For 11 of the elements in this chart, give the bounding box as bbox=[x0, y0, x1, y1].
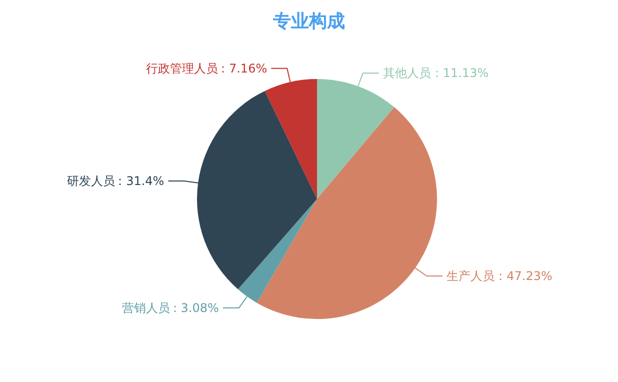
data-label: ：7.16% bbox=[216, 61, 268, 76]
data-label: ：11.13% bbox=[430, 66, 489, 80]
slice-label: 其他人员 bbox=[382, 66, 431, 80]
slice-label: 生产人员 bbox=[446, 269, 495, 284]
slice-label: 行政管理人员 bbox=[146, 61, 218, 76]
data-label: ：3.08% bbox=[168, 300, 219, 315]
chart-title: 专业构成 bbox=[272, 11, 345, 32]
slice-label: 研发人员 bbox=[67, 174, 116, 188]
slice-label: 营销人员 bbox=[122, 300, 170, 315]
data-label: ：47.23% bbox=[494, 269, 552, 284]
data-label: ：31.4% bbox=[114, 174, 164, 188]
